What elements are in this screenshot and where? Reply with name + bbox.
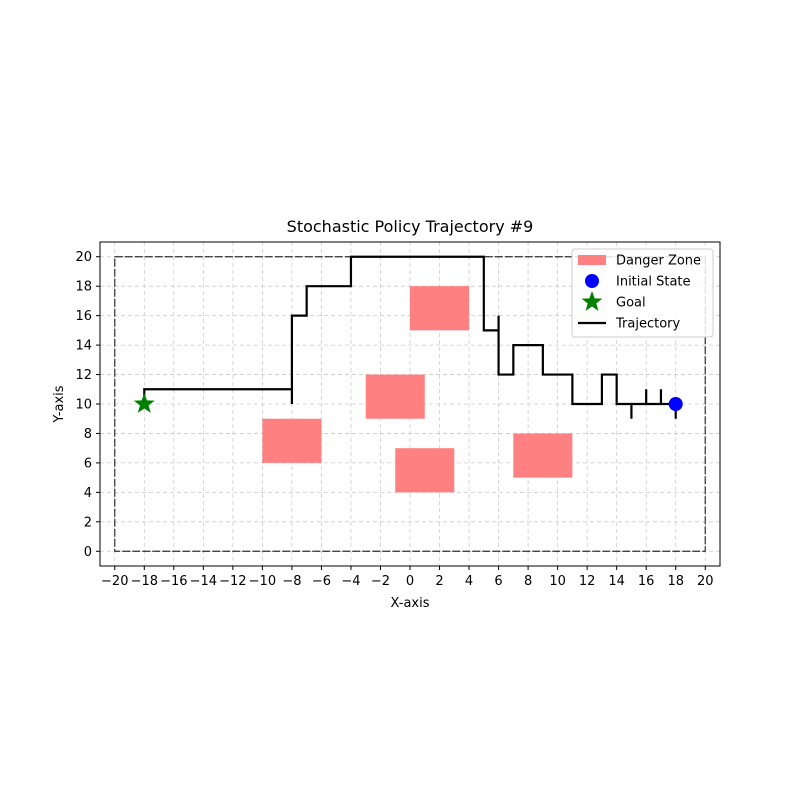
y-axis-label: Y-axis: [52, 385, 67, 423]
y-tick-label: 20: [75, 250, 92, 265]
legend-label: Goal: [616, 296, 646, 311]
y-tick-label: 0: [84, 545, 92, 560]
legend-label: Trajectory: [615, 317, 680, 332]
legend: Danger Zone Initial State Goal Trajectory: [571, 248, 714, 338]
initial-state-marker: [668, 397, 683, 411]
y-tick-label: 18: [75, 280, 92, 295]
trajectory-line: [143, 255, 677, 419]
legend-label: Danger Zone: [616, 254, 701, 269]
danger-zone: [513, 433, 573, 478]
legend-danger-swatch: [578, 255, 606, 265]
x-tick-label: 16: [638, 574, 655, 589]
x-tick-label: 4: [465, 574, 473, 589]
x-tick-label: −10: [249, 574, 276, 589]
goal-star-marker: [133, 393, 155, 413]
y-tick-label: 12: [75, 368, 92, 383]
legend-initial-swatch: [585, 274, 599, 288]
danger-zones: [262, 286, 573, 493]
danger-zone: [410, 286, 470, 331]
x-tick-label: −18: [131, 574, 158, 589]
legend-box: [571, 248, 714, 338]
x-tick-label: −12: [219, 574, 246, 589]
chart-title: Stochastic Policy Trajectory #9: [287, 217, 534, 236]
legend-label: Initial State: [616, 275, 691, 290]
x-tick-label: −2: [371, 574, 390, 589]
x-tick-label: 10: [549, 574, 566, 589]
x-tick-label: 20: [697, 574, 714, 589]
x-tick-label: 12: [579, 574, 596, 589]
x-tick-label: 0: [406, 574, 414, 589]
x-axis-label: X-axis: [391, 596, 430, 611]
x-tick-label: −20: [101, 574, 128, 589]
x-ticks: −20 −18 −16 −14 −12 −10 −8 −6 −4 −2 0 2 4 6 8 10 12 14 16 1…: [101, 566, 714, 589]
danger-zone: [262, 418, 322, 463]
x-tick-label: 2: [435, 574, 443, 589]
y-tick-label: 2: [84, 515, 92, 530]
y-tick-label: 4: [84, 486, 92, 501]
trajectory-layer: [143, 255, 677, 419]
x-tick-label: −8: [282, 574, 301, 589]
y-tick-label: 6: [84, 456, 92, 471]
x-tick-label: 18: [667, 574, 684, 589]
markers: [133, 393, 683, 413]
x-tick-label: −14: [190, 574, 217, 589]
y-tick-label: 14: [75, 339, 92, 354]
x-tick-label: −6: [312, 574, 331, 589]
y-ticks: 0 2 4 6 8 10 12 14 16 18 20: [75, 250, 100, 560]
danger-zone: [395, 448, 455, 493]
y-tick-label: 8: [84, 427, 92, 442]
y-tick-label: 16: [75, 309, 92, 324]
danger-zone: [365, 374, 425, 419]
legend-goal-swatch: [581, 291, 603, 311]
x-tick-label: −16: [160, 574, 187, 589]
x-tick-label: −4: [341, 574, 360, 589]
x-tick-label: 8: [524, 574, 532, 589]
x-tick-label: 14: [608, 574, 625, 589]
x-tick-label: 6: [494, 574, 502, 589]
y-tick-label: 10: [75, 398, 92, 413]
